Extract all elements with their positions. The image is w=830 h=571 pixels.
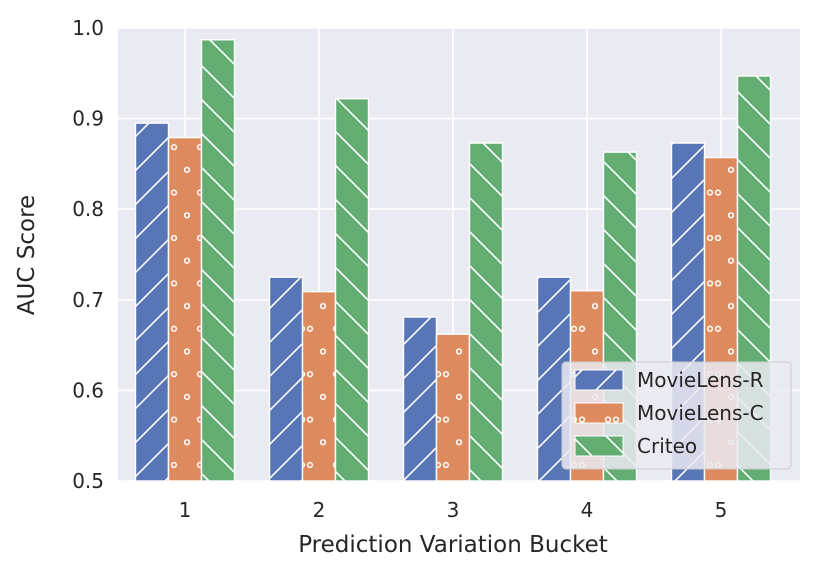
y-tick-label: 0.9: [72, 107, 104, 131]
x-tick-label: 3: [447, 498, 460, 522]
y-tick-label: 0.5: [72, 469, 104, 493]
legend-label-criteo: Criteo: [637, 434, 697, 458]
bar-hatch-movielens-r: [269, 277, 303, 481]
bar-hatch-movielens-c: [168, 137, 202, 481]
y-tick-labels: 0.5 0.6 0.7 0.8 0.9 1.0: [72, 16, 104, 493]
bar-hatch-movielens-c: [436, 334, 470, 481]
x-axis-title: Prediction Variation Bucket: [298, 532, 608, 558]
bar-hatch-criteo: [201, 39, 235, 481]
legend-swatch-movielens-c-hatch: [575, 403, 623, 423]
legend-swatch-criteo-hatch: [575, 436, 623, 456]
y-tick-label: 1.0: [72, 16, 104, 40]
bar-hatch-criteo: [335, 98, 369, 481]
bar-hatch-movielens-r: [135, 123, 169, 481]
y-axis-title: AUC Score: [14, 195, 40, 315]
bar-hatch-movielens-c: [302, 291, 336, 481]
y-tick-label: 0.7: [72, 288, 104, 312]
y-tick-label: 0.6: [72, 378, 104, 402]
legend: MovieLens-R MovieLens-C Criteo: [561, 361, 792, 470]
y-tick-label: 0.8: [72, 197, 104, 221]
x-tick-label: 4: [581, 498, 594, 522]
x-tick-label: 5: [715, 498, 728, 522]
bar-hatch-criteo: [469, 143, 503, 481]
legend-label-movielens-r: MovieLens-R: [637, 368, 764, 392]
x-tick-label: 2: [313, 498, 326, 522]
legend-swatch-movielens-r-hatch: [575, 370, 623, 390]
legend-label-movielens-c: MovieLens-C: [637, 401, 764, 425]
bar-hatch-movielens-r: [403, 317, 437, 481]
x-tick-label: 1: [179, 498, 192, 522]
x-tick-labels: 1 2 3 4 5: [179, 498, 728, 522]
